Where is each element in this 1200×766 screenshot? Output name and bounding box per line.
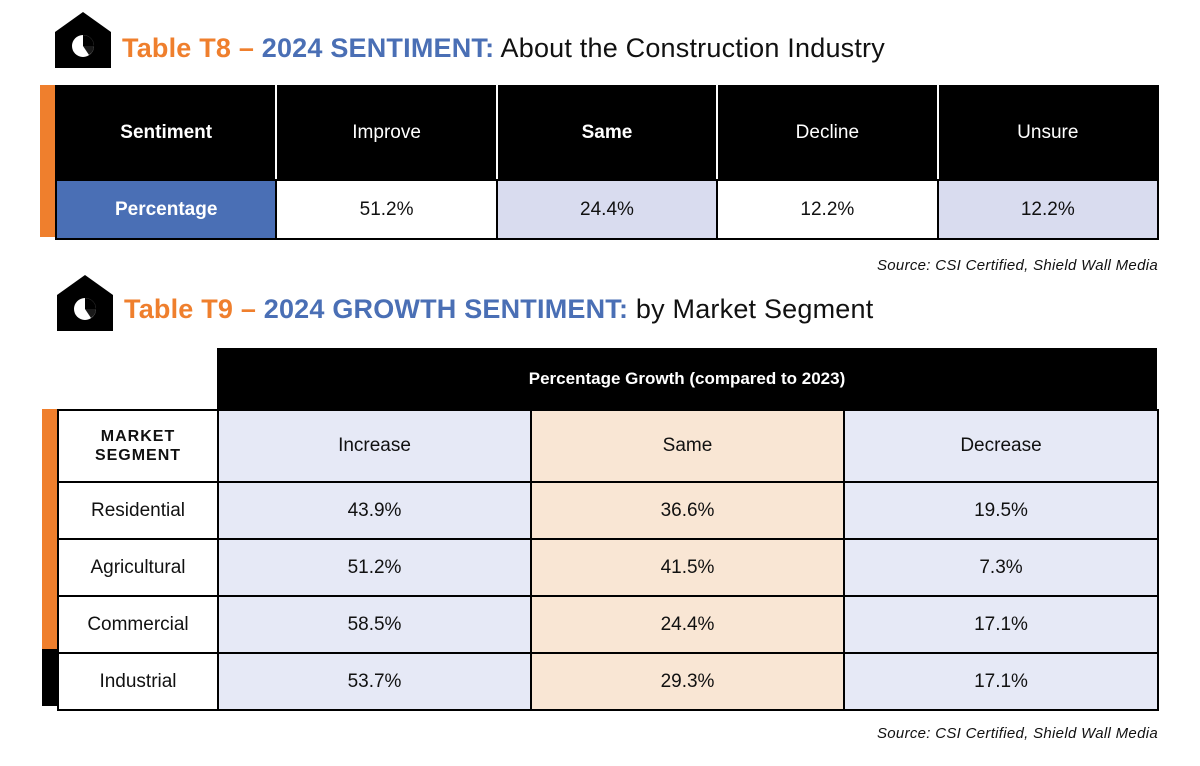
table-row: Percentage 51.2% 24.4% 12.2% 12.2% — [54, 179, 1160, 240]
table-cell: 51.2% — [275, 179, 498, 240]
table-row: Residential 43.9% 36.6% 19.5% — [57, 481, 1159, 540]
header-cell: Sentiment — [54, 85, 278, 181]
table-cell: 51.2% — [217, 538, 532, 597]
sentiment-table: Sentiment Improve Same Decline Unsure Pe… — [54, 85, 1160, 240]
row-label: Percentage — [54, 179, 278, 240]
header-cell: Improve — [275, 85, 498, 181]
table-header-row: MARKET SEGMENT Increase Same Decrease — [57, 409, 1159, 483]
table-row: Agricultural 51.2% 41.5% 7.3% — [57, 538, 1159, 597]
table-cell: 29.3% — [530, 652, 845, 711]
market-segment-table: MARKET SEGMENT Increase Same Decrease Re… — [57, 409, 1159, 711]
group-header: Percentage Growth (compared to 2023) — [217, 348, 1157, 409]
table-cell: 24.4% — [530, 595, 845, 654]
row-label: Commercial — [57, 595, 219, 654]
row-label: Residential — [57, 481, 219, 540]
header-cell: Same — [530, 409, 845, 483]
header-cell: MARKET SEGMENT — [57, 409, 219, 483]
table-cell: 43.9% — [217, 481, 532, 540]
table-cell: 58.5% — [217, 595, 532, 654]
table-cell: 12.2% — [716, 179, 939, 240]
table-cell: 19.5% — [843, 481, 1159, 540]
house-chart-icon — [57, 275, 113, 331]
house-chart-icon — [55, 12, 111, 68]
header-cell: Decline — [716, 85, 939, 181]
table-cell: 24.4% — [495, 179, 719, 240]
table-cell: 17.1% — [843, 595, 1159, 654]
header-cell: Decrease — [843, 409, 1159, 483]
accent-bar — [40, 85, 55, 237]
table-cell: 36.6% — [530, 481, 845, 540]
table-t9-title: Table T9 – 2024 GROWTH SENTIMENT: by Mar… — [124, 292, 873, 326]
title-highlight: 2024 GROWTH SENTIMENT: — [263, 294, 629, 324]
table-cell: 41.5% — [530, 538, 845, 597]
table-row: Commercial 58.5% 24.4% 17.1% — [57, 595, 1159, 654]
table-t8-title: Table T8 – 2024 SENTIMENT: About the Con… — [122, 31, 885, 65]
accent-bar — [42, 409, 57, 649]
title-rest: by Market Segment — [628, 294, 874, 324]
header-cell: Increase — [217, 409, 532, 483]
header-cell: Same — [495, 85, 719, 181]
row-label: Agricultural — [57, 538, 219, 597]
table-row: Industrial 53.7% 29.3% 17.1% — [57, 652, 1159, 711]
title-prefix: Table T9 – — [124, 294, 264, 324]
table-cell: 12.2% — [936, 179, 1160, 240]
row-label: Industrial — [57, 652, 219, 711]
header-cell: Unsure — [936, 85, 1160, 181]
title-rest: About the Construction Industry — [494, 33, 885, 63]
table-cell: 53.7% — [217, 652, 532, 711]
table-cell: 17.1% — [843, 652, 1159, 711]
source-note: Source: CSI Certified, Shield Wall Media — [876, 725, 1158, 742]
table-header-row: Sentiment Improve Same Decline Unsure — [54, 85, 1160, 181]
title-highlight: 2024 SENTIMENT: — [261, 33, 495, 63]
table-cell: 7.3% — [843, 538, 1159, 597]
source-note: Source: CSI Certified, Shield Wall Media — [876, 257, 1158, 274]
title-prefix: Table T8 – — [122, 33, 262, 63]
accent-bar — [42, 649, 57, 706]
